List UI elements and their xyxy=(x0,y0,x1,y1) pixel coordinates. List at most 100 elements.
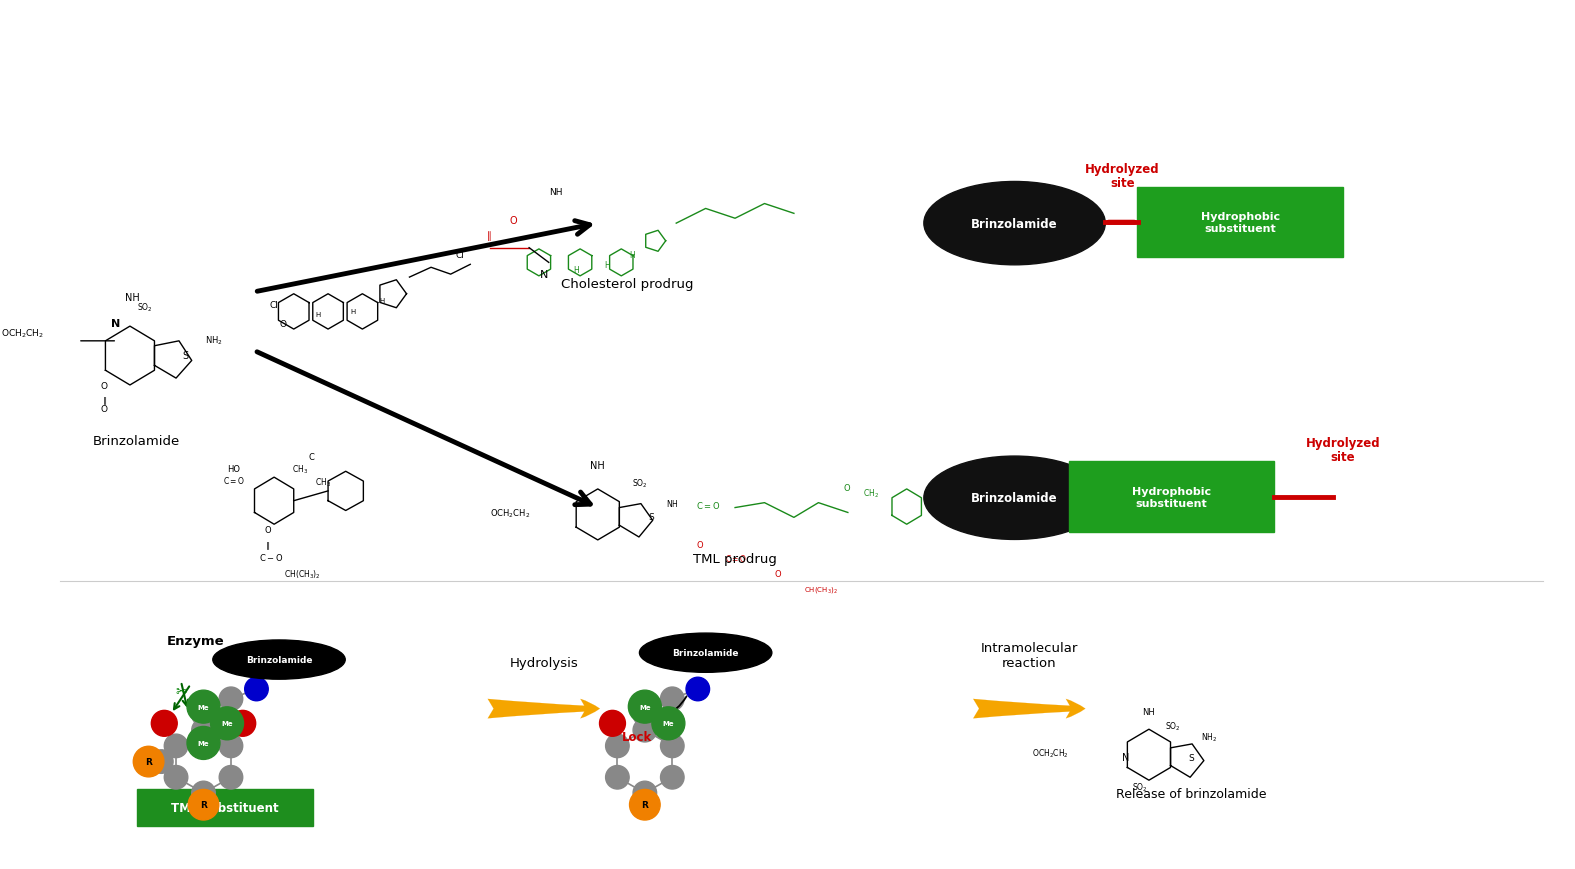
Circle shape xyxy=(192,719,216,742)
Text: $\rm{OCH_2CH_2}$: $\rm{OCH_2CH_2}$ xyxy=(1032,746,1068,760)
Text: NH: NH xyxy=(1142,706,1156,716)
Text: TML prodrug: TML prodrug xyxy=(693,552,776,565)
Text: O: O xyxy=(101,405,109,414)
Text: $\rm{O}$: $\rm{O}$ xyxy=(696,538,704,549)
Text: Cl: Cl xyxy=(269,300,279,309)
Text: NH: NH xyxy=(548,188,562,196)
Text: S: S xyxy=(649,513,655,521)
Text: $\rm{SO_2}$: $\rm{SO_2}$ xyxy=(632,477,647,490)
Text: Me: Me xyxy=(198,704,209,710)
Text: $\rm{O}$: $\rm{O}$ xyxy=(265,523,272,534)
Ellipse shape xyxy=(925,182,1106,266)
Circle shape xyxy=(151,711,178,736)
Text: N: N xyxy=(1123,752,1129,762)
Text: $\rm{CH(CH_3)_2}$: $\rm{CH(CH_3)_2}$ xyxy=(284,567,321,580)
Text: H: H xyxy=(630,251,635,260)
Text: R: R xyxy=(200,800,206,809)
Text: O: O xyxy=(279,320,287,328)
Text: Me: Me xyxy=(198,740,209,746)
Text: $\rm{NH_2}$: $\rm{NH_2}$ xyxy=(205,335,224,347)
Text: $\rm{SO_2}$: $\rm{SO_2}$ xyxy=(1164,720,1180,732)
Text: Brinzolamide: Brinzolamide xyxy=(972,217,1058,230)
Text: $\rm{SO_2}$: $\rm{SO_2}$ xyxy=(1132,780,1148,793)
Circle shape xyxy=(630,790,660,820)
Text: $\rm{NH}$: $\rm{NH}$ xyxy=(666,497,679,508)
Text: O: O xyxy=(101,381,109,390)
Bar xyxy=(1137,188,1343,258)
Circle shape xyxy=(230,711,255,736)
Circle shape xyxy=(192,703,216,726)
Text: R: R xyxy=(145,757,153,766)
Text: $\rm{N}$: $\rm{N}$ xyxy=(539,268,548,280)
Circle shape xyxy=(660,734,684,758)
Text: $\rm{\parallel}$: $\rm{\parallel}$ xyxy=(101,395,107,406)
Text: $\rm{C=O}$: $\rm{C=O}$ xyxy=(724,553,748,564)
Circle shape xyxy=(244,678,268,701)
Text: $\rm{\parallel}$: $\rm{\parallel}$ xyxy=(485,229,493,242)
Text: S: S xyxy=(1188,753,1194,762)
Circle shape xyxy=(660,687,684,711)
Ellipse shape xyxy=(213,640,345,680)
Circle shape xyxy=(606,766,628,789)
Circle shape xyxy=(633,719,657,742)
Circle shape xyxy=(606,734,628,758)
Text: $\rm{O}$: $\rm{O}$ xyxy=(843,481,850,493)
Circle shape xyxy=(211,707,244,740)
Circle shape xyxy=(150,750,173,773)
Text: Hydrolyzed
site: Hydrolyzed site xyxy=(1306,437,1380,464)
Text: $\rm{NH_2}$: $\rm{NH_2}$ xyxy=(1200,731,1217,744)
Bar xyxy=(1068,462,1274,533)
Circle shape xyxy=(134,746,164,777)
Text: H: H xyxy=(380,297,384,303)
Text: H: H xyxy=(573,266,580,275)
Text: Hydrophobic
substituent: Hydrophobic substituent xyxy=(1200,212,1280,234)
Circle shape xyxy=(633,781,657,805)
Text: NH: NH xyxy=(591,461,605,471)
Text: ✂: ✂ xyxy=(175,684,187,698)
Circle shape xyxy=(164,766,187,789)
Text: HO: HO xyxy=(227,465,239,474)
Text: $\rm{CH_3}$: $\rm{CH_3}$ xyxy=(291,462,309,475)
Circle shape xyxy=(219,766,243,789)
Text: $\rm{SO_2}$: $\rm{SO_2}$ xyxy=(137,301,153,314)
Text: R: R xyxy=(641,800,649,809)
Text: Cholesterol prodrug: Cholesterol prodrug xyxy=(561,278,693,291)
Text: S: S xyxy=(183,351,189,361)
Text: $\rm{C=O}$: $\rm{C=O}$ xyxy=(224,474,246,486)
Text: Me: Me xyxy=(639,704,650,710)
Circle shape xyxy=(660,766,684,789)
Bar xyxy=(137,789,313,826)
Circle shape xyxy=(192,781,216,805)
Text: Release of brinzolamide: Release of brinzolamide xyxy=(1115,787,1266,800)
Text: $\rm{\parallel}$: $\rm{\parallel}$ xyxy=(265,540,271,551)
Circle shape xyxy=(652,707,685,740)
Text: Brinzolamide: Brinzolamide xyxy=(246,655,312,664)
Circle shape xyxy=(219,687,243,711)
Circle shape xyxy=(187,790,219,820)
Text: N: N xyxy=(110,319,120,328)
Text: Lock: Lock xyxy=(622,730,652,743)
Text: $\rm{CH_3}$: $\rm{CH_3}$ xyxy=(315,476,331,489)
Text: $\rm{CH_2}$: $\rm{CH_2}$ xyxy=(863,488,879,500)
Text: Intramolecular
reaction: Intramolecular reaction xyxy=(981,641,1077,670)
Text: $\rm{O}$: $\rm{O}$ xyxy=(775,567,783,579)
Text: Enzyme: Enzyme xyxy=(167,634,225,647)
Circle shape xyxy=(164,734,187,758)
Text: $\rm{C}$: $\rm{C}$ xyxy=(309,450,317,461)
Text: Brinzolamide: Brinzolamide xyxy=(673,648,739,658)
Text: $\rm{C=O}$: $\rm{C=O}$ xyxy=(696,499,720,510)
Text: H: H xyxy=(350,309,356,315)
Text: Me: Me xyxy=(221,720,233,726)
Circle shape xyxy=(219,734,243,758)
Text: $\rm{CH(CH_3)_2}$: $\rm{CH(CH_3)_2}$ xyxy=(803,585,838,594)
Text: H: H xyxy=(315,312,321,318)
Text: Brinzolamide: Brinzolamide xyxy=(972,492,1058,505)
Circle shape xyxy=(628,690,662,723)
Text: $\rm{OCH_2CH_2}$: $\rm{OCH_2CH_2}$ xyxy=(0,328,44,340)
Circle shape xyxy=(600,711,625,736)
Circle shape xyxy=(187,690,220,723)
Circle shape xyxy=(187,726,220,760)
Text: Cl: Cl xyxy=(455,251,465,260)
Text: H: H xyxy=(605,261,611,270)
Text: Hydrophobic
substituent: Hydrophobic substituent xyxy=(1132,487,1211,508)
